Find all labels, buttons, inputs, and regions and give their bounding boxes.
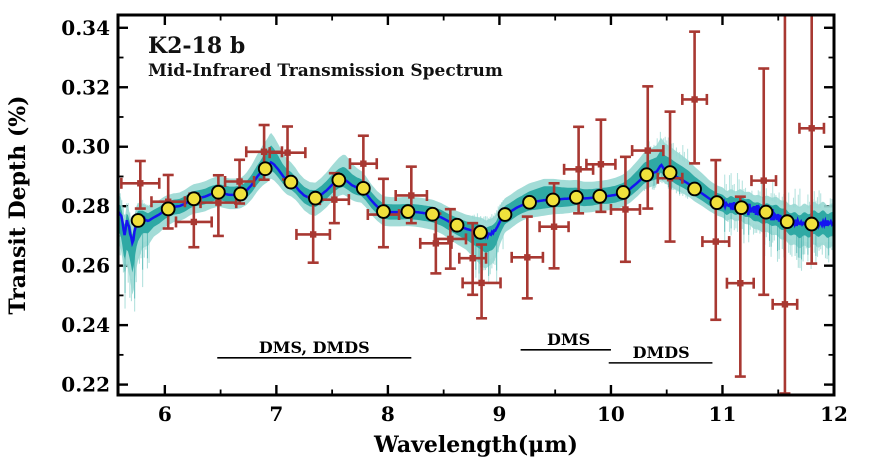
y-tick-label: 0.34 bbox=[61, 16, 110, 40]
plot-subtitle: Mid-Infrared Transmission Spectrum bbox=[148, 61, 503, 81]
y-tick-label: 0.30 bbox=[61, 135, 110, 159]
x-tick-label: 7 bbox=[269, 402, 283, 426]
y-tick-label: 0.24 bbox=[61, 313, 110, 337]
y-tick-label: 0.22 bbox=[61, 373, 110, 397]
y-tick-label: 0.26 bbox=[61, 254, 110, 278]
plot-title: K2-18 b bbox=[148, 33, 245, 59]
y-tick-label: 0.32 bbox=[61, 75, 110, 99]
annotation-dms: DMS bbox=[547, 330, 590, 349]
y-axis-label: Transit Depth (%) bbox=[5, 95, 31, 314]
chart-layer: DMS, DMDS DMS DMDS 6 7 8 9 10 11 12 0.22 0.24 0.26 0.… bbox=[61, 13, 848, 426]
x-axis-label: Wavelength(μm) bbox=[373, 432, 578, 458]
x-tick-label: 9 bbox=[492, 402, 506, 426]
x-tick-label: 8 bbox=[381, 402, 395, 426]
x-tick-label: 10 bbox=[597, 402, 625, 426]
x-tick-label: 6 bbox=[158, 402, 172, 426]
annotation-dms-dmds: DMS, DMDS bbox=[259, 338, 370, 357]
annotation-dmds: DMDS bbox=[633, 343, 690, 362]
y-tick-label: 0.28 bbox=[61, 194, 110, 218]
x-tick-label: 12 bbox=[820, 402, 848, 426]
x-tick-label: 11 bbox=[709, 402, 737, 426]
